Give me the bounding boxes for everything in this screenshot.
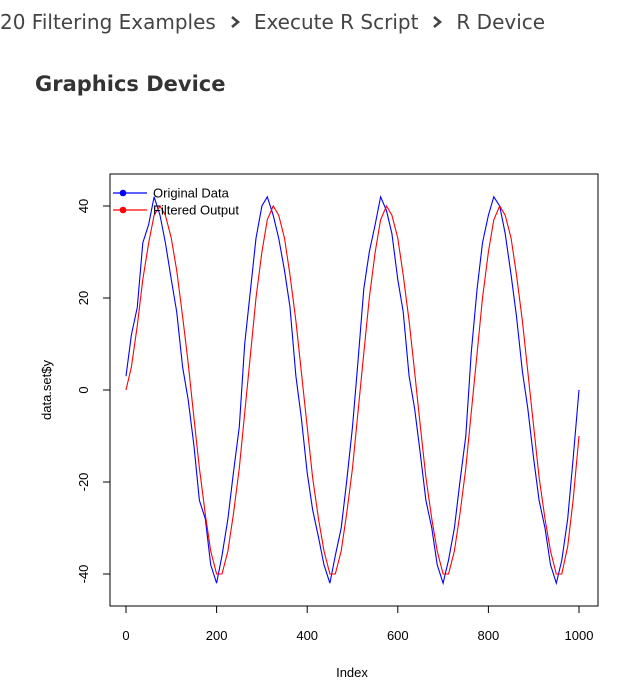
x-tick-label: 400 (296, 628, 318, 643)
chevron-right-icon (230, 16, 240, 28)
axis-ticks: 0 200 400 600 800 1000 -40 -20 0 20 40 (76, 199, 593, 643)
y-tick-label: -20 (76, 473, 91, 492)
legend-label: Filtered Output (153, 203, 239, 218)
legend-marker (119, 206, 127, 214)
breadcrumb-item-r-device[interactable]: R Device (456, 10, 546, 34)
y-tick-label: 20 (76, 291, 91, 305)
x-tick-label: 1000 (565, 628, 594, 643)
series-line-original-data (125, 194, 580, 586)
y-tick-label: -40 (76, 565, 91, 584)
x-axis-label: Index (336, 665, 368, 680)
series-line-filtered-output (125, 204, 580, 575)
x-tick-label: 600 (387, 628, 409, 643)
legend: Original Data Filtered Output (113, 186, 239, 218)
chevron-right-icon (433, 16, 443, 28)
plot-frame (109, 173, 599, 607)
y-axis-label: data.set$y (39, 360, 54, 420)
y-tick-label: 0 (76, 386, 91, 393)
breadcrumb-item-filtering-examples[interactable]: 20 Filtering Examples (0, 10, 216, 34)
breadcrumb-item-execute-r-script[interactable]: Execute R Script (253, 10, 419, 34)
legend-label: Original Data (153, 186, 230, 201)
x-tick-label: 200 (206, 628, 228, 643)
x-tick-label: 800 (478, 628, 500, 643)
page-title: Graphics Device (35, 72, 226, 96)
legend-marker (119, 189, 127, 197)
y-tick-label: 40 (76, 199, 91, 213)
x-tick-label: 0 (122, 628, 129, 643)
breadcrumb: 20 Filtering Examples Execute R Script R… (0, 8, 545, 36)
plot-series (125, 194, 580, 586)
